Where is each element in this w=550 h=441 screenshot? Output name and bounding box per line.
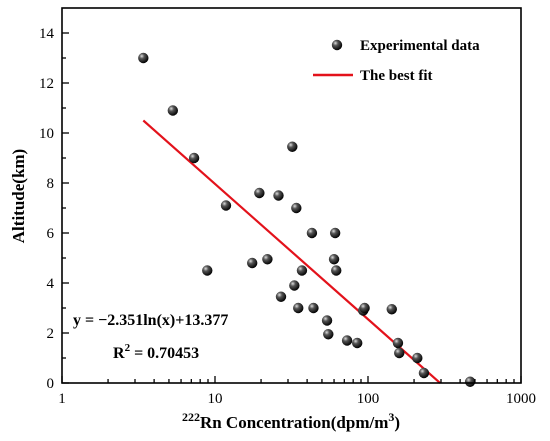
legend-label-fit: The best fit bbox=[360, 68, 433, 84]
data-point bbox=[321, 315, 333, 326]
data-point bbox=[323, 329, 334, 340]
data-point bbox=[341, 335, 353, 346]
y-tick-label: 6 bbox=[47, 226, 55, 242]
data-point bbox=[202, 265, 213, 276]
x-tick-label: 1000 bbox=[506, 391, 536, 407]
data-point bbox=[246, 257, 258, 269]
data-point bbox=[328, 254, 340, 265]
data-point bbox=[412, 352, 423, 364]
y-tick-label: 2 bbox=[47, 326, 55, 342]
r-squared: R2 = 0.70453 bbox=[113, 342, 199, 362]
data-point bbox=[188, 152, 200, 164]
x-tick-label: 100 bbox=[357, 391, 380, 407]
legend-marker-experimental bbox=[331, 39, 343, 51]
y-axis-title: Altitude(km) bbox=[9, 149, 28, 243]
y-tick-label: 10 bbox=[39, 126, 54, 142]
data-point bbox=[392, 337, 404, 349]
data-point bbox=[262, 254, 273, 265]
data-point bbox=[306, 227, 318, 239]
y-tick-label: 12 bbox=[39, 76, 54, 92]
y-tick-label: 8 bbox=[47, 176, 55, 192]
legend-label-experimental: Experimental data bbox=[360, 38, 480, 54]
data-point bbox=[167, 105, 179, 116]
data-point bbox=[418, 367, 430, 379]
data-point bbox=[394, 347, 405, 359]
data-point bbox=[296, 265, 308, 276]
x-tick-label: 1 bbox=[58, 391, 66, 407]
data-point bbox=[254, 187, 265, 199]
data-point bbox=[359, 302, 370, 314]
data-point bbox=[138, 52, 149, 64]
y-tick-label: 4 bbox=[47, 276, 55, 292]
data-point bbox=[329, 227, 341, 239]
data-point bbox=[275, 291, 287, 302]
data-point bbox=[331, 265, 342, 276]
data-point bbox=[308, 302, 319, 314]
data-point bbox=[287, 141, 298, 152]
y-tick-label: 14 bbox=[39, 26, 55, 42]
plot-frame bbox=[61, 7, 522, 384]
y-tick-label: 0 bbox=[47, 376, 55, 392]
data-point bbox=[386, 304, 397, 315]
fit-equation: y = −2.351ln(x)+13.377 bbox=[73, 312, 228, 329]
data-point bbox=[293, 302, 304, 314]
data-point bbox=[464, 376, 476, 387]
data-point bbox=[352, 337, 363, 349]
data-point bbox=[220, 200, 232, 211]
best-fit-line bbox=[142, 119, 441, 384]
data-point bbox=[273, 190, 284, 201]
x-axis-title: 222Rn Concentration(dpm/m3) bbox=[182, 410, 400, 432]
data-point bbox=[291, 202, 302, 214]
x-tick-label: 10 bbox=[208, 391, 223, 407]
data-point bbox=[289, 280, 300, 291]
